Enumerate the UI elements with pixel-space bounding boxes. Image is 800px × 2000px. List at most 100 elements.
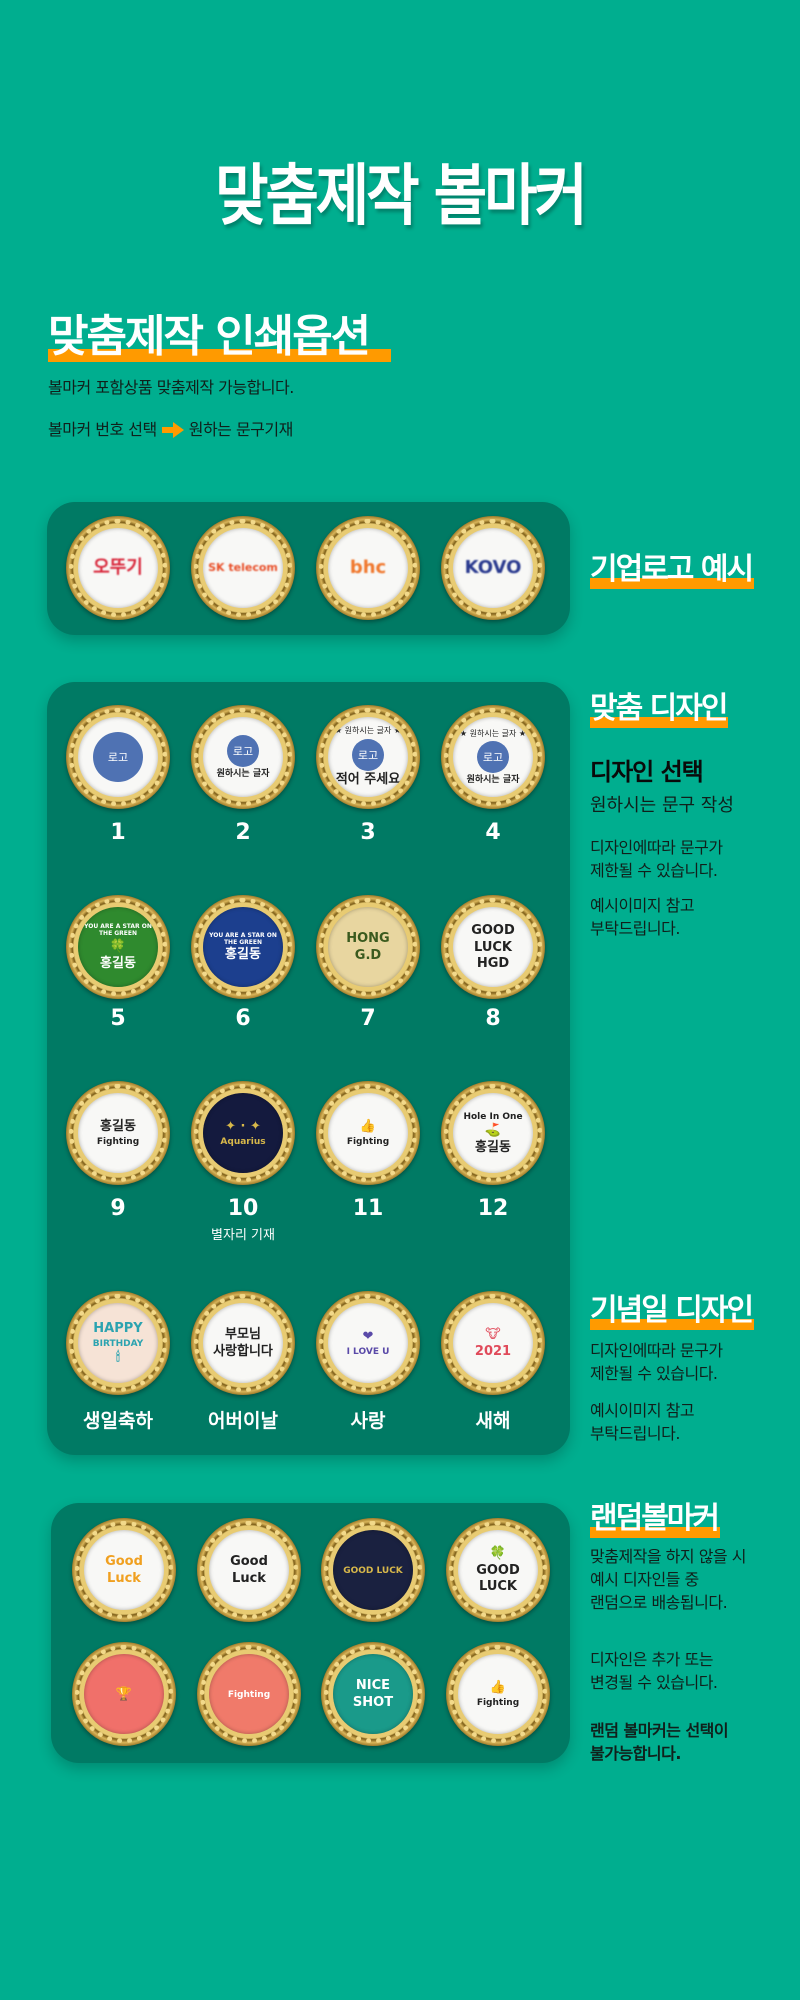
marker-text: LUCK: [479, 1579, 517, 1595]
marker-text: Hole In One: [463, 1111, 523, 1122]
ball-marker[interactable]: YOU ARE A STAR ON THE GREEN 홍길동: [191, 895, 295, 999]
note-line: 맞춤제작을 하지 않을 시: [590, 1547, 746, 1566]
design-number: 6: [235, 1006, 251, 1031]
ball-marker[interactable]: 홍길동 Fighting: [66, 1081, 170, 1185]
marker-text: I LOVE U: [346, 1347, 390, 1358]
arrow-right-icon: [161, 421, 184, 438]
random-heading: 랜덤볼마커: [590, 1493, 720, 1538]
marker-logo: KOVO: [464, 556, 522, 578]
anniversary-heading-text: 기념일 디자인: [590, 1285, 755, 1330]
ball-marker[interactable]: SK telecom: [191, 516, 295, 620]
marker-text: Aquarius: [220, 1137, 266, 1148]
marker-text: NICE: [355, 1678, 391, 1694]
ball-marker[interactable]: Good Luck: [72, 1518, 176, 1622]
ball-marker[interactable]: 부모님 사랑합니다: [191, 1291, 295, 1395]
logo-placeholder: 로고: [93, 732, 143, 782]
print-options-line1: 볼마커 포함상품 맞춤제작 가능합니다.: [48, 378, 294, 397]
marker-text: LUCK: [474, 939, 512, 955]
note-line: 디자인은 추가 또는: [590, 1650, 713, 1669]
note-line: 디자인에따라 문구가: [590, 838, 723, 857]
design-number: 11: [352, 1196, 384, 1221]
ball-marker[interactable]: KOVO: [441, 516, 545, 620]
ball-marker[interactable]: 로고: [66, 705, 170, 809]
ball-marker[interactable]: ✦ · ✦ Aquarius: [191, 1081, 295, 1185]
marker-text: ⛳: [484, 1123, 502, 1139]
marker-face: ✦ · ✦ Aquarius: [203, 1093, 283, 1173]
marker-text: Good: [105, 1554, 143, 1570]
marker-text: ✦ · ✦: [225, 1119, 261, 1135]
note-line: 불가능합니다.: [590, 1744, 681, 1763]
marker-face: 👍 Fighting: [328, 1093, 408, 1173]
anniversary-note2: 예시이미지 참고 부탁드립니다.: [590, 1399, 695, 1445]
ball-marker[interactable]: Fighting: [197, 1642, 301, 1746]
ball-marker[interactable]: ❤ I LOVE U: [316, 1291, 420, 1395]
marker-text: GOOD LUCK: [343, 1565, 403, 1576]
design-note: 별자리 기재: [211, 1228, 275, 1243]
marker-text: Luck: [232, 1571, 266, 1586]
ball-marker[interactable]: 👍 Fighting: [446, 1642, 550, 1746]
ball-marker[interactable]: bhc: [316, 516, 420, 620]
marker-face: KOVO: [453, 528, 533, 608]
ball-marker[interactable]: 🏆: [72, 1642, 176, 1746]
ball-marker[interactable]: HAPPY BIRTHDAY 🕯: [66, 1291, 170, 1395]
custom-note1: 디자인에따라 문구가 제한될 수 있습니다.: [590, 836, 723, 882]
ball-marker[interactable]: 오뚜기: [66, 516, 170, 620]
ball-marker[interactable]: 로고 원하시는 글자: [191, 705, 295, 809]
marker-text: 🍀: [489, 1545, 507, 1561]
ball-marker[interactable]: 👍 Fighting: [316, 1081, 420, 1185]
marker-text: ★ 원하시는 글자 ★: [459, 728, 527, 738]
marker-face: Good Luck: [209, 1530, 289, 1610]
ball-marker[interactable]: YOU ARE A STAR ON THE GREEN 🍀 홍길동: [66, 895, 170, 999]
page-title: 맞춤제작 볼마커: [215, 156, 588, 235]
marker-face: bhc: [328, 528, 408, 608]
marker-text: 적어 주세요: [335, 771, 401, 787]
marker-text: 👍: [359, 1119, 377, 1135]
note-line: 부탁드립니다.: [590, 919, 680, 938]
marker-face: Good Luck: [84, 1530, 164, 1610]
ball-marker[interactable]: 🐮 2021: [441, 1291, 545, 1395]
marker-text: 🏆: [115, 1686, 133, 1702]
ball-marker[interactable]: Hole In One ⛳ 홍길동: [441, 1081, 545, 1185]
ball-marker[interactable]: ★ 원하시는 글자 ★ 로고 원하시는 글자: [441, 705, 545, 809]
note-line: 랜덤 볼마커는 선택이: [590, 1721, 729, 1740]
ball-marker[interactable]: Good Luck: [197, 1518, 301, 1622]
marker-logo: bhc: [349, 556, 387, 578]
print-options-title: 맞춤제작 인쇄옵션: [48, 300, 392, 364]
marker-text: HGD: [476, 956, 510, 972]
design-number: 12: [477, 1196, 509, 1221]
design-number: 10: [227, 1196, 259, 1221]
random-note1: 맞춤제작을 하지 않을 시 예시 디자인들 중 랜덤으로 배송됩니다.: [590, 1545, 746, 1614]
marker-text: GOOD: [476, 1562, 520, 1578]
anniversary-heading: 기념일 디자인: [590, 1285, 755, 1330]
ball-marker[interactable]: NICE SHOT: [321, 1642, 425, 1746]
ball-marker[interactable]: GOOD LUCK: [321, 1518, 425, 1622]
marker-text: YOU ARE A STAR ON THE GREEN: [209, 931, 277, 946]
marker-face: 오뚜기: [78, 528, 158, 608]
marker-text: 홍길동: [100, 1119, 136, 1135]
print-options-line2: 볼마커 번호 선택 원하는 문구기재: [48, 418, 293, 441]
marker-text: SHOT: [352, 1695, 394, 1710]
marker-text: Fighting: [96, 1137, 140, 1148]
marker-face: 로고 원하시는 글자: [203, 717, 283, 797]
note-line: 디자인에따라 문구가: [590, 1341, 723, 1360]
step-write-text: 원하는 문구기재: [188, 420, 294, 439]
marker-text: 홍길동: [100, 955, 136, 971]
marker-text: 🐮: [485, 1327, 501, 1343]
logo-placeholder: 로고: [352, 738, 384, 771]
anniversary-label: 새해: [475, 1410, 511, 1432]
marker-face: 🐮 2021: [453, 1303, 533, 1383]
anniversary-label: 사랑: [350, 1410, 386, 1432]
note-line: 제한될 수 있습니다.: [590, 1364, 718, 1383]
ball-marker[interactable]: HONG G.D: [316, 895, 420, 999]
ball-marker[interactable]: GOOD LUCK HGD: [441, 895, 545, 999]
custom-heading: 맞춤 디자인: [590, 683, 729, 728]
marker-text: Fighting: [227, 1689, 271, 1700]
ball-marker[interactable]: ★ 원하시는 글자 ★ 로고 적어 주세요: [316, 705, 420, 809]
note-line: 예시이미지 참고: [590, 896, 695, 915]
marker-face: 로고: [78, 717, 158, 797]
ball-marker[interactable]: 🍀 GOOD LUCK: [446, 1518, 550, 1622]
logo-placeholder: 로고: [477, 740, 509, 773]
marker-text: Luck: [107, 1571, 141, 1586]
